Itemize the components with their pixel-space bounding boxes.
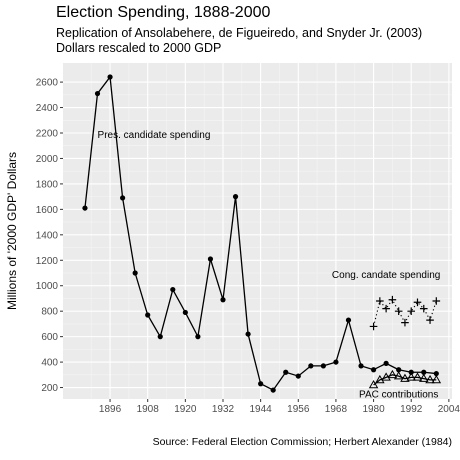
series-3-point: [393, 371, 404, 380]
series-3-point: [368, 379, 379, 389]
annotation-3: PAC contributions: [359, 389, 438, 400]
x-tick-label: 1968: [325, 404, 348, 415]
y-tick-label: 1800: [36, 179, 59, 190]
series-3-point: [381, 372, 391, 381]
series-2-point: [432, 297, 441, 305]
series-1-point: [370, 367, 377, 373]
series-1-point: [107, 74, 113, 80]
series-1-point: [308, 363, 314, 369]
y-axis-title: Millions of '2000 GDP' Dollars: [5, 152, 19, 310]
series-1-point: [245, 331, 251, 337]
series-2-point: [394, 307, 403, 315]
series-1-point: [358, 363, 364, 369]
annotation-2: Cong. candate spending: [332, 270, 440, 281]
series-3-point: [387, 369, 398, 379]
series-1-point: [396, 367, 402, 373]
series-1-point: [195, 334, 201, 340]
series-1-point: [295, 373, 301, 379]
series-2-point: [376, 297, 384, 305]
series-3-point: [400, 373, 410, 382]
series-2-point: [388, 295, 397, 304]
series-3-point: [425, 374, 435, 384]
series-2-point: [369, 322, 378, 331]
y-tick-label: 1400: [36, 230, 59, 241]
series-1-point: [207, 256, 214, 262]
series-1-point: [157, 334, 163, 340]
series-2-point: [401, 318, 409, 327]
series-3-point: [406, 372, 416, 381]
series-1-point: [270, 387, 276, 393]
y-tick-label: 400: [41, 358, 58, 369]
y-tick-label: 600: [41, 332, 58, 343]
y-tick-label: 200: [41, 383, 58, 394]
x-tick-label: 1980: [362, 404, 385, 415]
series-1-point: [170, 286, 176, 293]
series-2-point: [407, 307, 416, 315]
x-tick-label: 1992: [400, 404, 423, 415]
series-3-point: [375, 374, 385, 384]
annotation-1: Pres. candidate spending: [98, 130, 211, 141]
series-3-point: [419, 373, 429, 382]
series-1-point: [132, 270, 138, 276]
series-2-point: [413, 298, 422, 307]
series-1-point: [345, 317, 352, 323]
chart-caption: Source: Federal Election Commission; Her…: [152, 436, 452, 448]
series-2-point: [382, 304, 390, 313]
series-1-point: [220, 297, 226, 303]
chart-subtitle-line-1: Replication of Ansolabehere, de Figueire…: [56, 26, 423, 40]
x-tick-label: 1908: [137, 404, 160, 415]
series-1-point: [120, 195, 126, 201]
x-tick-label: 1932: [212, 404, 235, 415]
series-2-point: [419, 304, 428, 313]
y-tick-label: 1600: [36, 205, 59, 216]
series-1-point: [258, 381, 264, 387]
x-tick-label: 1896: [99, 404, 122, 415]
series-1-point: [320, 363, 326, 369]
series-1-point: [421, 369, 427, 375]
y-tick-label: 1000: [36, 281, 59, 292]
series-2-point: [426, 316, 434, 324]
series-1-point: [82, 205, 88, 211]
x-tick-label: 2004: [438, 404, 460, 415]
series-1-point: [145, 312, 151, 318]
y-tick-label: 2600: [36, 78, 59, 89]
series-1-point: [333, 359, 339, 365]
series-1-point: [232, 194, 239, 200]
x-tick-label: 1944: [250, 404, 273, 415]
series-1-point: [383, 360, 389, 366]
y-tick-label: 800: [41, 307, 58, 318]
series-3-point: [412, 372, 423, 381]
series-1-point: [182, 309, 188, 316]
chart-title: Election Spending, 1888-2000: [56, 4, 271, 21]
series-3-point: [431, 374, 442, 384]
y-tick-label: 1200: [36, 256, 59, 267]
x-tick-label: 1956: [287, 404, 310, 415]
plot-panel: [63, 63, 452, 399]
y-tick-label: 2000: [36, 154, 59, 165]
x-tick-label: 1920: [174, 404, 197, 415]
y-tick-label: 2200: [36, 129, 59, 140]
series-1-point: [94, 90, 101, 97]
series-1-point: [283, 369, 289, 375]
chart-subtitle-line-2: Dollars rescaled to 2000 GDP: [56, 41, 222, 55]
series-1-point: [408, 369, 414, 375]
y-tick-label: 2400: [36, 103, 59, 114]
series-1-point: [433, 370, 439, 377]
